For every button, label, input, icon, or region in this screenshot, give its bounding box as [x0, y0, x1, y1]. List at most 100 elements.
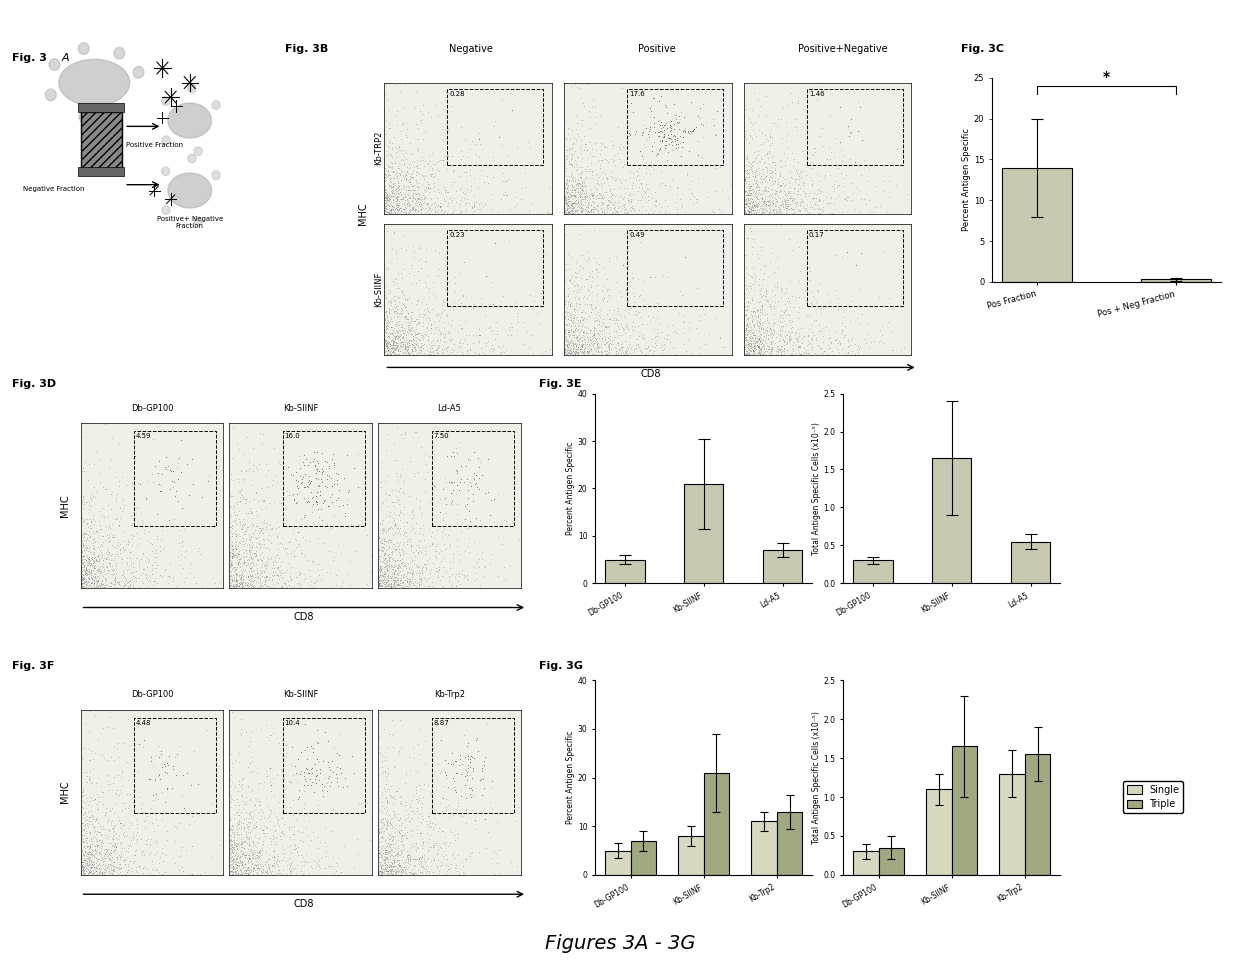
Point	[232, 563, 252, 578]
Point	[228, 816, 248, 832]
Point	[399, 197, 419, 213]
Point	[745, 166, 765, 182]
Point	[794, 177, 813, 192]
Point	[401, 550, 420, 566]
Point	[640, 313, 660, 329]
Point	[821, 335, 841, 351]
Point	[394, 851, 414, 867]
Point	[428, 565, 448, 580]
Text: Fig. 3E: Fig. 3E	[539, 379, 582, 389]
Point	[608, 335, 627, 351]
Point	[771, 281, 791, 296]
Point	[737, 320, 756, 335]
Point	[382, 565, 402, 580]
Point	[310, 860, 330, 876]
Point	[91, 746, 110, 762]
Point	[463, 782, 482, 798]
Point	[102, 846, 122, 861]
Point	[393, 189, 413, 204]
Point	[378, 865, 398, 881]
Point	[114, 795, 134, 811]
Point	[444, 808, 464, 823]
Point	[738, 311, 758, 327]
Point	[463, 788, 482, 804]
Point	[84, 579, 104, 595]
Point	[673, 134, 693, 150]
Point	[609, 306, 629, 322]
Point	[398, 578, 418, 594]
Point	[72, 577, 92, 593]
Point	[223, 673, 243, 688]
Point	[565, 330, 585, 346]
Point	[759, 171, 779, 187]
Point	[734, 341, 754, 357]
Point	[606, 346, 626, 362]
Point	[775, 303, 795, 319]
Point	[308, 735, 327, 750]
Point	[754, 196, 774, 212]
Point	[114, 824, 134, 840]
Point	[756, 343, 776, 359]
Point	[388, 832, 408, 848]
Point	[91, 867, 110, 883]
Point	[465, 535, 485, 550]
Point	[565, 269, 585, 285]
Point	[79, 518, 99, 534]
Point	[738, 295, 758, 310]
Point	[250, 865, 270, 881]
Point	[97, 814, 117, 829]
Point	[243, 809, 263, 824]
Point	[312, 465, 332, 480]
Point	[88, 548, 108, 564]
Point	[234, 527, 254, 542]
Point	[143, 758, 162, 774]
Point	[735, 298, 755, 314]
Point	[746, 318, 766, 333]
Point	[435, 282, 455, 297]
Point	[405, 340, 425, 356]
Point	[765, 156, 785, 172]
Point	[384, 185, 404, 200]
Point	[565, 190, 585, 205]
Point	[83, 555, 103, 571]
Point	[397, 336, 417, 352]
Point	[387, 577, 407, 593]
Point	[150, 477, 170, 493]
Point	[382, 544, 402, 560]
Point	[393, 475, 413, 491]
Point	[619, 188, 639, 203]
Point	[596, 153, 616, 168]
Point	[660, 117, 680, 132]
Point	[740, 334, 760, 350]
Point	[243, 843, 263, 858]
Point	[100, 710, 120, 725]
Point	[393, 330, 413, 345]
Point	[419, 162, 439, 178]
Point	[79, 847, 99, 862]
Point	[578, 343, 598, 359]
Point	[139, 552, 159, 568]
Point	[750, 155, 770, 170]
Point	[748, 198, 768, 214]
Point	[226, 538, 246, 553]
Point	[404, 552, 424, 568]
Point	[273, 846, 293, 861]
Point	[474, 197, 494, 213]
Point	[84, 849, 104, 864]
Point	[257, 819, 277, 835]
Point	[378, 147, 398, 162]
Point	[403, 146, 423, 161]
Point	[221, 790, 241, 806]
Point	[836, 191, 856, 206]
Point	[382, 341, 402, 357]
Point	[384, 304, 404, 320]
Point	[564, 303, 584, 319]
Point	[223, 845, 243, 860]
Point	[626, 157, 646, 173]
Point	[370, 790, 389, 806]
Point	[807, 220, 827, 235]
Point	[249, 540, 269, 556]
Point	[233, 864, 253, 880]
Point	[598, 204, 618, 220]
Text: CD8: CD8	[294, 899, 314, 909]
